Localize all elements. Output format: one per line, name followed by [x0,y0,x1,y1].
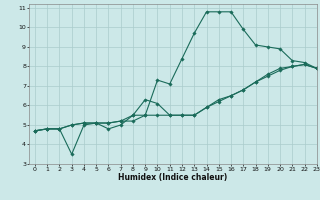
X-axis label: Humidex (Indice chaleur): Humidex (Indice chaleur) [118,173,228,182]
